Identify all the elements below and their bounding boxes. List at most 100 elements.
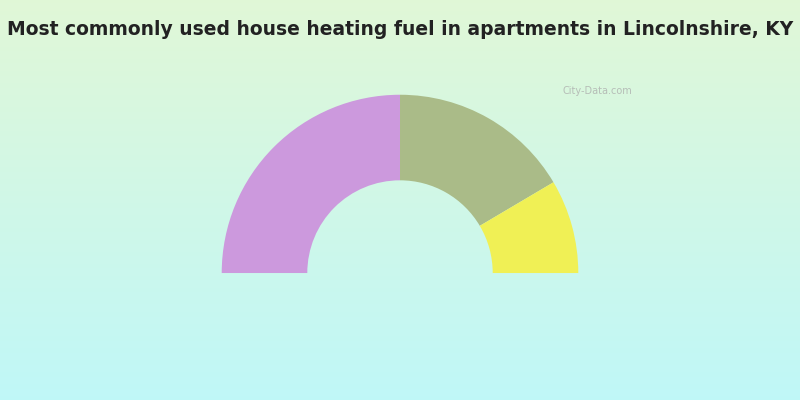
Bar	[0, 76, 800, 77]
Bar	[0, 327, 800, 328]
Bar	[0, 303, 800, 304]
Bar	[0, 313, 800, 315]
Bar	[0, 365, 800, 367]
Bar	[0, 211, 800, 212]
Bar	[0, 304, 800, 305]
Bar	[0, 368, 800, 369]
Bar	[0, 261, 800, 263]
Bar	[0, 51, 800, 52]
Bar	[0, 4, 800, 5]
Bar	[0, 80, 800, 81]
Bar	[0, 137, 800, 139]
Bar	[0, 343, 800, 344]
Bar	[0, 264, 800, 265]
Bar	[0, 309, 800, 311]
Bar	[0, 203, 800, 204]
Bar	[0, 229, 800, 231]
Bar	[0, 115, 800, 116]
Bar	[0, 364, 800, 365]
Bar	[0, 305, 800, 307]
Bar	[0, 175, 800, 176]
Bar	[0, 149, 800, 151]
Bar	[0, 188, 800, 189]
Bar	[0, 169, 800, 171]
Bar	[0, 317, 800, 319]
Bar	[0, 19, 800, 20]
Bar	[0, 27, 800, 28]
Bar	[0, 219, 800, 220]
Bar	[0, 224, 800, 225]
Bar	[0, 196, 800, 197]
Bar	[0, 329, 800, 331]
Bar	[0, 136, 800, 137]
Bar	[0, 141, 800, 143]
Bar	[0, 335, 800, 336]
Bar	[0, 344, 800, 345]
Bar	[0, 223, 800, 224]
Bar	[0, 372, 800, 373]
Bar	[0, 323, 800, 324]
Bar	[0, 391, 800, 392]
Bar	[0, 356, 800, 357]
Bar	[0, 228, 800, 229]
Bar	[0, 215, 800, 216]
Bar	[0, 45, 800, 47]
Bar	[0, 227, 800, 228]
Bar	[0, 49, 800, 51]
Bar	[0, 387, 800, 388]
Bar	[0, 152, 800, 153]
Bar	[0, 288, 800, 289]
Bar	[0, 231, 800, 232]
Bar	[0, 379, 800, 380]
Bar	[0, 164, 800, 165]
Bar	[0, 257, 800, 259]
Bar	[0, 341, 800, 343]
Bar	[0, 247, 800, 248]
Bar	[0, 208, 800, 209]
Bar	[0, 28, 800, 29]
Bar	[0, 252, 800, 253]
Bar	[0, 249, 800, 251]
Bar	[0, 283, 800, 284]
Bar	[0, 393, 800, 395]
Bar	[0, 325, 800, 327]
Bar	[0, 71, 800, 72]
Bar	[0, 79, 800, 80]
Bar	[0, 36, 800, 37]
Bar	[0, 339, 800, 340]
Bar	[0, 181, 800, 183]
Bar	[0, 195, 800, 196]
Bar	[0, 353, 800, 355]
Bar	[0, 124, 800, 125]
Bar	[0, 225, 800, 227]
Bar	[0, 56, 800, 57]
Bar	[0, 312, 800, 313]
Bar	[0, 220, 800, 221]
Bar	[0, 121, 800, 123]
Bar	[0, 357, 800, 359]
Bar	[0, 319, 800, 320]
Bar	[0, 355, 800, 356]
Bar	[0, 331, 800, 332]
Bar	[0, 37, 800, 39]
Bar	[0, 340, 800, 341]
Bar	[0, 85, 800, 87]
Bar	[0, 189, 800, 191]
Bar	[0, 99, 800, 100]
Bar	[0, 291, 800, 292]
Bar	[0, 165, 800, 167]
Bar	[0, 371, 800, 372]
Bar	[0, 65, 800, 67]
Bar	[0, 241, 800, 243]
Bar	[0, 153, 800, 155]
Bar	[0, 157, 800, 159]
Bar	[0, 180, 800, 181]
Bar	[0, 125, 800, 127]
Bar	[0, 240, 800, 241]
Bar	[0, 221, 800, 223]
Bar	[0, 212, 800, 213]
Bar	[0, 47, 800, 48]
Bar	[0, 163, 800, 164]
Bar	[0, 96, 800, 97]
Bar	[0, 380, 800, 381]
